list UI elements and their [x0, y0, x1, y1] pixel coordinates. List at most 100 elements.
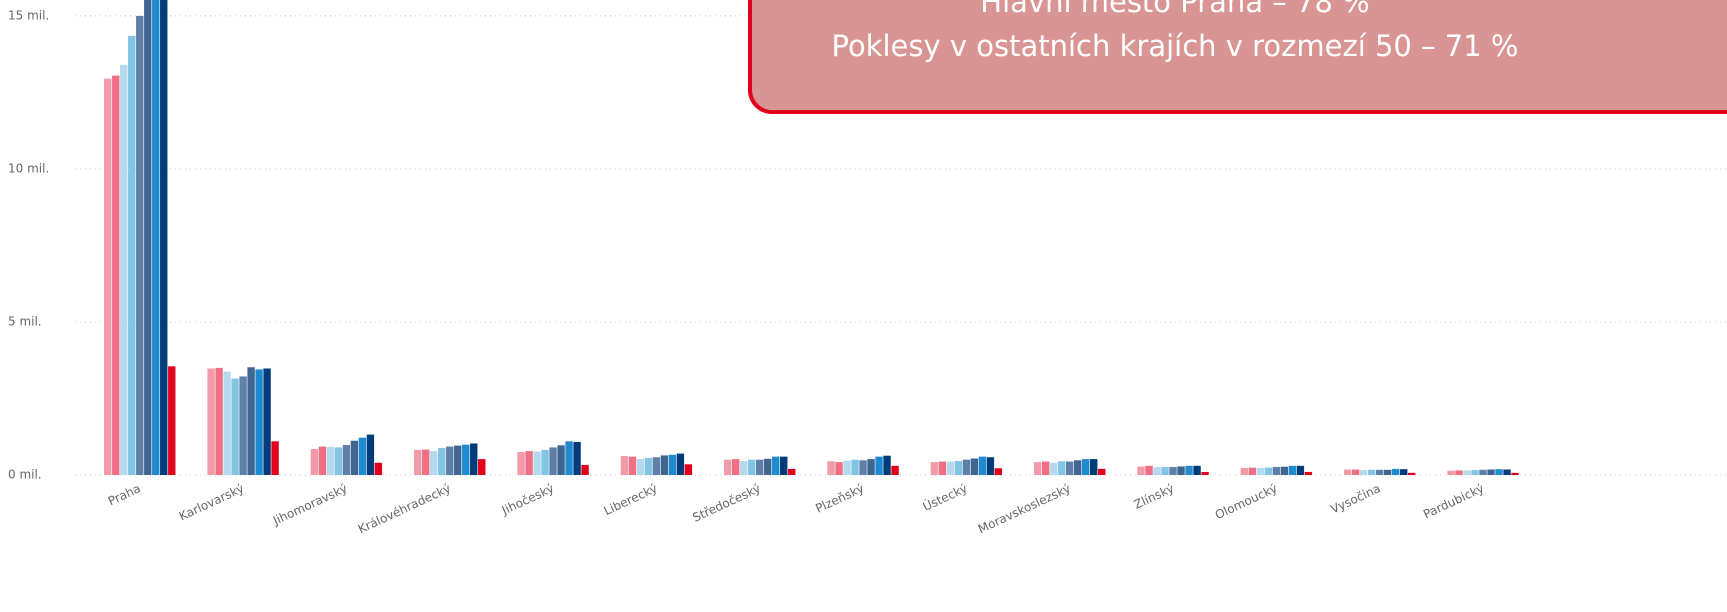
bar	[946, 461, 955, 475]
bar	[1487, 469, 1495, 475]
bar	[1503, 469, 1511, 475]
x-tick-label: Olomoucký	[1213, 481, 1280, 522]
bar	[1034, 462, 1042, 475]
bar	[271, 441, 279, 475]
bar	[930, 462, 939, 475]
bar	[263, 368, 271, 475]
bar	[454, 445, 462, 475]
bar	[1169, 467, 1177, 475]
bar	[1352, 469, 1360, 475]
bar	[954, 460, 963, 475]
bar	[1248, 467, 1257, 475]
bar	[207, 368, 215, 475]
x-tick-label: Plzeňský	[813, 481, 866, 516]
x-tick-label: Jihočeský	[499, 481, 556, 518]
bar	[1360, 470, 1368, 475]
bar	[875, 456, 883, 475]
bar	[310, 448, 319, 475]
bar	[462, 444, 470, 475]
bar	[772, 456, 780, 475]
bar	[644, 457, 653, 475]
bar	[112, 75, 120, 475]
bar	[748, 459, 756, 475]
bar	[676, 453, 685, 475]
bar	[1455, 470, 1463, 475]
bar	[1161, 467, 1169, 475]
bar	[168, 366, 176, 475]
bar	[660, 455, 669, 475]
bar	[986, 457, 995, 475]
bar	[1153, 467, 1161, 475]
bar	[1185, 465, 1193, 475]
bar	[851, 459, 859, 475]
bar	[1177, 466, 1185, 475]
bar	[1272, 467, 1281, 475]
bar	[152, 0, 160, 476]
bar	[573, 441, 581, 475]
bar	[549, 447, 557, 475]
bar	[1074, 460, 1082, 475]
bar	[1280, 466, 1289, 475]
bar	[557, 445, 565, 475]
bar	[120, 64, 128, 475]
annotation-box	[748, 0, 1727, 114]
bar	[525, 451, 533, 475]
annotation: Hlavní město Praha – 78 %	[980, 0, 1369, 19]
x-tick-label: Vysočina	[1328, 481, 1382, 516]
bar	[780, 456, 788, 475]
x-tick-label: Liberecký	[602, 481, 660, 518]
bar	[1137, 466, 1145, 475]
bar	[517, 452, 525, 475]
bar	[136, 15, 144, 476]
bar	[1058, 461, 1066, 475]
bar	[350, 440, 359, 475]
x-tick-label: Moravskoslezský	[976, 481, 1073, 536]
bar	[1090, 459, 1098, 475]
bar	[1408, 472, 1416, 475]
bar	[342, 445, 351, 475]
bar	[764, 458, 772, 475]
bar	[1193, 465, 1201, 475]
bar	[636, 459, 645, 475]
bar	[652, 457, 661, 475]
bar	[581, 464, 589, 475]
bar	[835, 462, 843, 475]
bar	[374, 462, 383, 475]
bar	[1368, 469, 1376, 475]
bar	[1256, 467, 1265, 475]
x-tick-label: Karlovarský	[177, 481, 246, 523]
bar	[318, 446, 327, 475]
annotation: Poklesy v ostatních krajích v rozmezí 50…	[832, 29, 1519, 63]
bar	[756, 459, 764, 475]
bar	[533, 451, 541, 475]
bar	[215, 367, 223, 475]
bar	[326, 446, 335, 475]
x-tick-label: Pardubický	[1421, 481, 1486, 521]
bar	[231, 378, 239, 475]
bar	[724, 459, 732, 475]
y-tick-label: 10 mil.	[8, 161, 49, 175]
bar	[414, 449, 422, 475]
bar	[446, 446, 454, 475]
bar	[883, 455, 891, 475]
bar	[422, 449, 430, 475]
bar	[978, 456, 987, 475]
bar	[732, 459, 740, 475]
bar	[684, 464, 693, 475]
bar	[1463, 470, 1471, 475]
bar	[104, 78, 112, 476]
bar	[1240, 467, 1249, 475]
bar	[247, 367, 255, 475]
bar	[1296, 465, 1305, 475]
bar	[1201, 471, 1209, 475]
bars	[104, 0, 1519, 476]
bar	[160, 0, 168, 476]
bar	[668, 454, 677, 475]
bar	[1050, 462, 1058, 475]
bar	[1145, 465, 1153, 475]
bar	[843, 460, 851, 475]
bar	[1447, 470, 1455, 475]
x-tick-label: Jihomoravský	[270, 481, 349, 528]
bar	[334, 447, 343, 475]
bar	[430, 451, 438, 475]
